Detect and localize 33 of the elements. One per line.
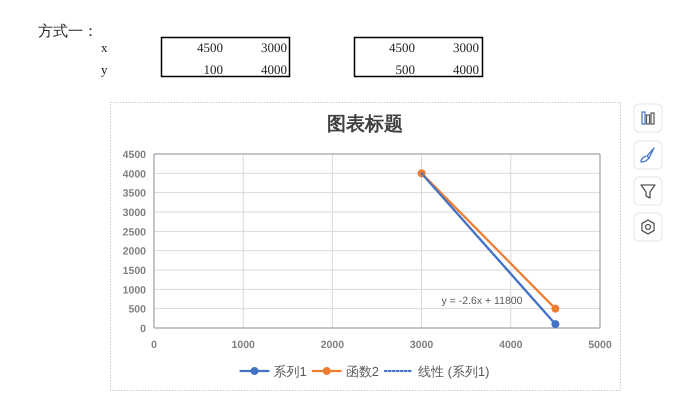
y-tick-label: 0 xyxy=(140,323,146,335)
text: 4000 xyxy=(453,62,479,77)
chart-title: 图表标题 xyxy=(327,113,403,135)
y-tick-label: 1500 xyxy=(122,265,146,277)
legend-label: 系列1 xyxy=(274,364,307,379)
text: 4500 xyxy=(197,40,223,55)
x-tick-label: 4000 xyxy=(499,339,523,351)
y-tick-label: 3000 xyxy=(122,207,146,219)
y-tick-label: 2500 xyxy=(122,226,146,238)
y-tick-label: 500 xyxy=(128,304,146,316)
text: x xyxy=(101,40,108,55)
text: 4500 xyxy=(389,40,415,55)
y-tick-label: 3500 xyxy=(122,188,146,200)
point xyxy=(551,304,560,313)
y-tick-label: 2000 xyxy=(122,246,146,258)
text: 3000 xyxy=(261,40,287,55)
legend-label: 函数2 xyxy=(346,364,379,379)
x-tick-label: 1000 xyxy=(232,339,256,351)
annotation: y = -2.6x + 11800 xyxy=(442,295,523,307)
x-tick-label: 0 xyxy=(151,339,158,351)
text: 3000 xyxy=(453,40,479,55)
text: 500 xyxy=(396,62,415,77)
y-tick-label: 4500 xyxy=(122,149,146,161)
legend-label: 线性 (系列1) xyxy=(418,364,490,379)
text: y xyxy=(101,62,108,77)
x-tick-label: 3000 xyxy=(410,339,434,351)
text: 方式一： xyxy=(38,23,98,40)
text: 4000 xyxy=(261,62,287,77)
x-tick-label: 5000 xyxy=(588,339,612,351)
x-tick-label: 2000 xyxy=(320,339,344,351)
text: 100 xyxy=(204,62,223,77)
y-tick-label: 4000 xyxy=(122,168,146,180)
y-tick-label: 1000 xyxy=(122,284,146,296)
